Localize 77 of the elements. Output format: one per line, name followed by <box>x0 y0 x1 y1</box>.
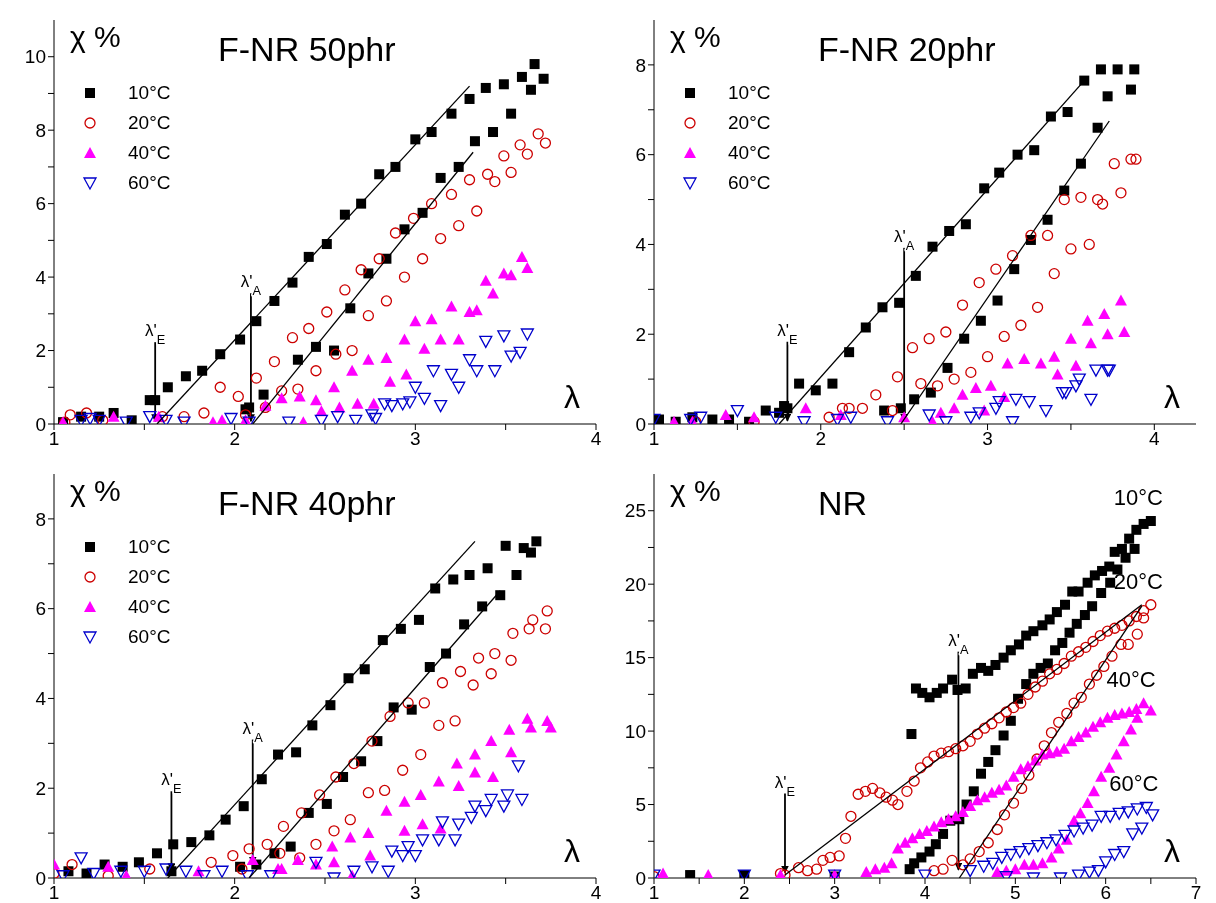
y-tick-label: 4 <box>35 688 47 710</box>
x-tick-label: 3 <box>410 882 421 903</box>
legend-label: 60°C <box>728 172 771 194</box>
y-axis-title: χ % <box>70 20 121 54</box>
x-axis-title: λ <box>1164 833 1180 870</box>
annotation: λ'$_{A}$ <box>240 272 262 298</box>
annotation: λ'$_{E}$ <box>145 321 166 347</box>
x-tick-label: 1 <box>48 428 60 450</box>
y-axis-title: χ % <box>70 474 121 508</box>
x-axis-title: λ <box>1164 379 1180 416</box>
y-tick-label: 2 <box>635 323 646 345</box>
y-tick-label: 8 <box>635 54 646 76</box>
y-tick-label: 4 <box>635 234 647 256</box>
x-tick-label: 2 <box>229 428 240 450</box>
x-tick-label: 5 <box>1010 882 1021 903</box>
x-tick-label: 1 <box>648 428 660 450</box>
x-tick-label: 1 <box>648 882 660 903</box>
x-tick-label: 3 <box>410 428 421 450</box>
x-tick-label: 3 <box>829 882 840 903</box>
legend-label: 40°C <box>128 596 171 618</box>
chart-title: F-NR 20phr <box>818 30 996 69</box>
series-label: 10°C <box>1113 485 1163 511</box>
legend-label: 60°C <box>128 172 171 194</box>
y-tick-label: 20 <box>624 573 646 595</box>
chart-title: NR <box>818 484 868 523</box>
legend-label: 10°C <box>728 82 771 104</box>
y-tick-label: 6 <box>635 144 646 166</box>
y-tick-label: 0 <box>635 413 646 435</box>
series-label: 40°C <box>1106 667 1156 693</box>
y-tick-label: 2 <box>35 777 46 799</box>
legend-label: 40°C <box>128 142 171 164</box>
y-tick-label: 6 <box>35 598 46 620</box>
annotation: λ'$_{E}$ <box>161 770 182 796</box>
x-tick-label: 4 <box>919 882 931 903</box>
y-tick-label: 10 <box>624 720 646 742</box>
y-axis-title: χ % <box>670 20 721 54</box>
series-label: 20°C <box>1113 568 1163 594</box>
y-tick-label: 6 <box>35 193 46 215</box>
y-tick-label: 8 <box>35 119 46 141</box>
annotation: λ'$_{A}$ <box>242 718 264 745</box>
legend-label: 10°C <box>128 536 171 558</box>
y-axis-title: χ % <box>670 474 721 508</box>
legend-label: 10°C <box>128 82 171 104</box>
x-tick-label: 4 <box>1149 428 1161 450</box>
y-tick-label: 2 <box>35 340 46 362</box>
chart-title: F-NR 40phr <box>218 484 396 523</box>
legend-label: 20°C <box>128 112 171 134</box>
x-axis-title: λ <box>564 833 580 870</box>
y-tick-label: 0 <box>35 413 46 435</box>
x-tick-label: 6 <box>1100 882 1111 903</box>
x-tick-label: 7 <box>1190 882 1202 903</box>
y-tick-label: 10 <box>24 46 46 68</box>
y-tick-label: 4 <box>35 266 47 288</box>
y-tick-label: 25 <box>624 500 646 522</box>
x-tick-label: 2 <box>739 882 750 903</box>
series-label: 60°C <box>1109 771 1159 797</box>
x-axis-title: λ <box>564 379 580 416</box>
x-tick-label: 4 <box>590 428 602 450</box>
legend-label: 40°C <box>728 142 771 164</box>
legend-label: 20°C <box>128 566 171 588</box>
legend-label: 20°C <box>728 112 771 134</box>
y-tick-label: 8 <box>35 508 46 530</box>
annotation: λ'$_{A}$ <box>894 226 915 253</box>
x-tick-label: 4 <box>590 882 602 903</box>
y-tick-label: 0 <box>635 867 646 889</box>
legend-label: 60°C <box>128 626 171 648</box>
annotation: λ'$_{A}$ <box>948 630 970 657</box>
annotation: λ'$_{E}$ <box>774 772 796 799</box>
y-tick-label: 5 <box>635 794 646 816</box>
x-tick-label: 1 <box>48 882 60 903</box>
y-tick-label: 0 <box>35 867 46 889</box>
y-tick-label: 15 <box>624 647 646 669</box>
x-tick-label: 3 <box>982 428 993 450</box>
annotation: λ'$_{E}$ <box>777 320 798 347</box>
x-tick-label: 2 <box>815 428 827 450</box>
chart-title: F-NR 50phr <box>218 30 396 69</box>
x-tick-label: 2 <box>229 882 240 903</box>
